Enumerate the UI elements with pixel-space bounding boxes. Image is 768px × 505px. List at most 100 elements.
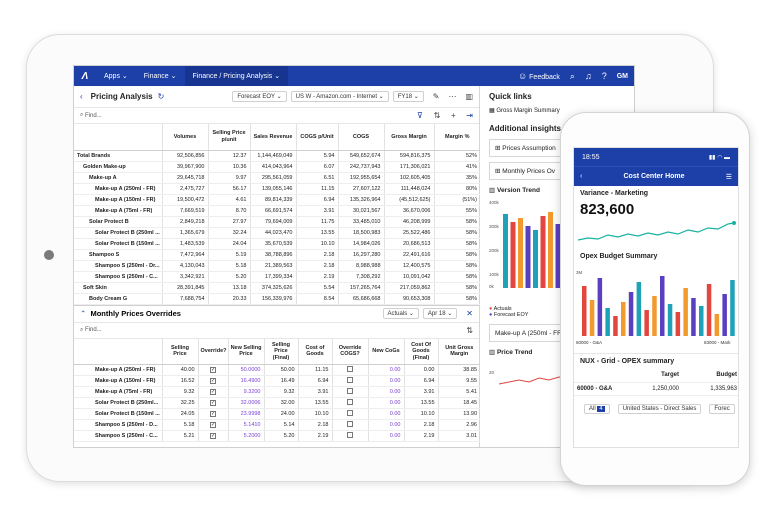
overrides-cell[interactable]: 23.9998 — [227, 408, 264, 420]
grid-cell[interactable]: 8.70 — [207, 205, 250, 217]
overrides-cell[interactable]: 24.00 — [263, 408, 298, 420]
gross-margin-link[interactable]: ▦ Gross Margin Summary — [489, 107, 628, 115]
overrides-cell[interactable]: 6.94 — [297, 375, 332, 387]
grid-cell[interactable]: 66,691,574 — [249, 205, 296, 217]
grid-header-cell[interactable]: COGS — [337, 124, 384, 151]
grid-cell[interactable]: 13.55 — [295, 227, 338, 239]
table-row[interactable]: Make-up A (250ml - FR) 40.00 ✓ 50.0000 50.00… — [74, 364, 480, 376]
grid-cell[interactable]: 1,483,539 — [161, 238, 208, 250]
grid-cell[interactable]: 6.07 — [295, 161, 338, 173]
table-row[interactable]: Shampoo S (250ml - D... 5.18 ✓ 5.1410 5.14 2.… — [74, 419, 480, 431]
table-row[interactable]: Make-up A (75ml - FR) 9.32 ✓ 9.3200 9.32 3.91… — [74, 386, 480, 398]
grid-cell[interactable]: 6.51 — [295, 172, 338, 184]
override-checkbox[interactable]: ✓ — [197, 419, 228, 431]
back-chevron-icon[interactable]: ‹ — [580, 173, 583, 180]
overrides-header-cell[interactable]: Selling Price (Final) — [263, 338, 298, 365]
grid-cell[interactable]: 58% — [433, 271, 480, 283]
overrides-cell[interactable]: 5.41 — [437, 386, 480, 398]
grid-cell[interactable]: 58% — [433, 216, 480, 228]
grid-cell[interactable]: 4,130,043 — [161, 260, 208, 272]
grid-cell[interactable]: 21,389,563 — [249, 260, 296, 272]
grid-cell[interactable]: 18,500,983 — [337, 227, 384, 239]
overrides-header-cell[interactable]: Unit Gross Margin — [437, 338, 480, 365]
grid-cell[interactable]: 1,365,679 — [161, 227, 208, 239]
app-logo-icon[interactable]: Λ — [81, 70, 89, 82]
grid-cell[interactable]: 58% — [433, 238, 480, 250]
grid-cell[interactable]: 10.10 — [295, 238, 338, 250]
grid-cell[interactable]: 102,605,405 — [383, 172, 434, 184]
overrides-cell[interactable]: 50.00 — [263, 364, 298, 376]
grid-cell[interactable]: 157,265,764 — [337, 282, 384, 294]
grid-cell[interactable]: 20,686,513 — [383, 238, 434, 250]
table-row[interactable]: Solar Protect B (150ml ... 1,483,539 24.04… — [74, 238, 480, 250]
override-cogs-checkbox[interactable] — [331, 375, 368, 387]
overrides-cell[interactable]: 0.00 — [367, 364, 404, 376]
overrides-cell[interactable]: 16.49 — [263, 375, 298, 387]
grid-cell[interactable]: 414,043,964 — [249, 161, 296, 173]
version-selector[interactable]: Forecast EOY ⌄ — [232, 91, 287, 102]
grid-header-cell[interactable]: COGS p/Unit — [295, 124, 338, 151]
table-row[interactable]: Solar Protect B 2,849,218 27.97 79,694,009 1… — [74, 216, 480, 228]
override-checkbox[interactable]: ✓ — [197, 408, 228, 420]
grid-cell[interactable]: 5.54 — [295, 282, 338, 294]
month-selector[interactable]: Apr 18 ⌄ — [422, 308, 458, 319]
year-selector[interactable]: FY18 ⌄ — [392, 91, 424, 102]
overrides-cell[interactable]: 3.91 — [403, 386, 438, 398]
filter-region[interactable]: United States - Direct Sales — [617, 403, 702, 414]
override-cogs-checkbox[interactable] — [331, 430, 368, 442]
add-icon[interactable]: + — [450, 111, 456, 120]
table-row[interactable]: Soft Skin 28,391,845 13.18 374,325,626 5.54 1… — [74, 282, 480, 294]
export-icon[interactable]: ⇥ — [466, 111, 473, 120]
grid-cell[interactable]: 549,652,674 — [337, 150, 384, 162]
grid-cell[interactable]: 7,472,964 — [161, 249, 208, 261]
table-row[interactable]: Solar Protect B (150ml ... 24.05 ✓ 23.9998 2… — [74, 408, 480, 420]
overrides-cell[interactable]: 0.00 — [367, 430, 404, 442]
grid-cell[interactable]: 39,967,900 — [161, 161, 208, 173]
overrides-cell[interactable]: 3.01 — [437, 430, 480, 442]
grid-cell[interactable]: (51%) — [433, 194, 480, 206]
grid-cell[interactable]: 5.18 — [207, 260, 250, 272]
grid-cell[interactable]: 58% — [433, 260, 480, 272]
help-icon[interactable]: ? — [601, 71, 607, 81]
table-row[interactable]: Make-up A (150ml - FR) 19,500,472 4.61 89,8… — [74, 194, 480, 206]
overrides-cell[interactable]: 2.19 — [297, 430, 332, 442]
grid-cell[interactable]: 27,607,122 — [337, 183, 384, 195]
table-row[interactable]: Shampoo S (250ml - Dr... 4,130,043 5.18 21,… — [74, 260, 480, 272]
overrides-cell[interactable]: 32.0006 — [227, 397, 264, 409]
table-row[interactable]: Make-up A 29,645,718 9.97 295,561,059 6.51 19… — [74, 172, 480, 184]
grid-cell[interactable]: 594,816,375 — [383, 150, 434, 162]
overrides-cell[interactable]: 0.00 — [367, 375, 404, 387]
overrides-cell[interactable]: 50.0000 — [227, 364, 264, 376]
grid-cell[interactable]: 12,400,575 — [383, 260, 434, 272]
grid-cell[interactable]: 29,645,718 — [161, 172, 208, 184]
overrides-header-cell[interactable]: New Selling Price — [227, 338, 264, 365]
grid-header-cell[interactable]: Selling Price p/unit — [207, 124, 250, 151]
overrides-cell[interactable]: 3.91 — [297, 386, 332, 398]
overrides-cell[interactable]: 0.00 — [367, 419, 404, 431]
grid-cell[interactable]: 3.91 — [295, 205, 338, 217]
panel-toggle-icon[interactable]: ▥ — [465, 92, 473, 101]
table-row[interactable]: Shampoo S (250ml - C... 5.21 ✓ 5.2000 5.20 2.… — [74, 430, 480, 442]
table-row[interactable]: Solar Protect B (250ml ... 1,365,679 32.24… — [74, 227, 480, 239]
table-row[interactable]: Body Cream G 7,688,754 20.33 156,339,976 8.5… — [74, 293, 480, 305]
override-checkbox[interactable]: ✓ — [197, 397, 228, 409]
bell-icon[interactable]: ♫ — [584, 71, 592, 81]
overrides-cell[interactable]: 9.32 — [161, 386, 198, 398]
grid-cell[interactable]: 58% — [433, 249, 480, 261]
overrides-cell[interactable]: 5.18 — [161, 419, 198, 431]
collapse-chevron-icon[interactable]: ⌃ — [80, 309, 87, 318]
grid-cell[interactable]: 13.18 — [207, 282, 250, 294]
overrides-cell[interactable]: 13.55 — [297, 397, 332, 409]
grid-cell[interactable]: 11.15 — [295, 183, 338, 195]
grid-cell[interactable]: 58% — [433, 227, 480, 239]
grid-cell[interactable]: 9.97 — [207, 172, 250, 184]
table-row[interactable]: 60000 - G&A 1,250,000 1,335,963 — [574, 382, 738, 396]
grid-cell[interactable]: 55% — [433, 205, 480, 217]
grid-cell[interactable]: 30,021,567 — [337, 205, 384, 217]
override-checkbox[interactable]: ✓ — [197, 430, 228, 442]
grid-cell[interactable]: 79,694,009 — [249, 216, 296, 228]
grid-cell[interactable]: 46,208,999 — [383, 216, 434, 228]
overrides-cell[interactable]: 11.15 — [297, 364, 332, 376]
close-icon[interactable]: ✕ — [466, 309, 473, 318]
overrides-cell[interactable]: 24.05 — [161, 408, 198, 420]
